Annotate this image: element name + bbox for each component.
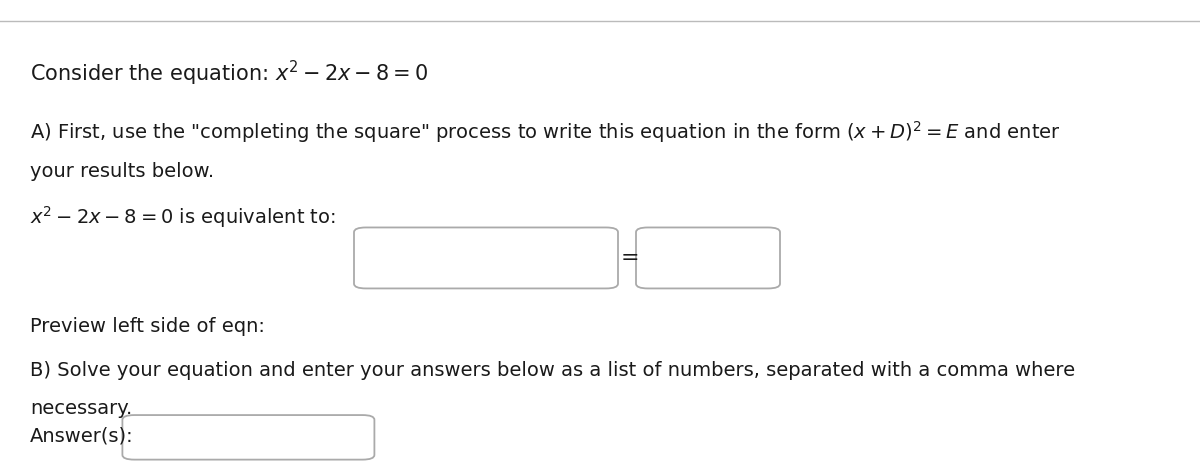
Text: =: =: [620, 248, 640, 268]
FancyBboxPatch shape: [354, 227, 618, 288]
Text: Preview left side of eqn:: Preview left side of eqn:: [30, 317, 265, 336]
FancyBboxPatch shape: [636, 227, 780, 288]
Text: Consider the equation: $x^2 - 2x - 8 = 0$: Consider the equation: $x^2 - 2x - 8 = 0…: [30, 59, 428, 88]
Text: A) First, use the "completing the square" process to write this equation in the : A) First, use the "completing the square…: [30, 120, 1061, 145]
Text: your results below.: your results below.: [30, 162, 214, 181]
Text: Answer(s):: Answer(s):: [30, 427, 133, 446]
Text: necessary.: necessary.: [30, 399, 132, 418]
Text: $x^2 - 2x - 8 = 0$ is equivalent to:: $x^2 - 2x - 8 = 0$ is equivalent to:: [30, 204, 336, 230]
Text: B) Solve your equation and enter your answers below as a list of numbers, separa: B) Solve your equation and enter your an…: [30, 361, 1075, 380]
FancyBboxPatch shape: [122, 415, 374, 460]
